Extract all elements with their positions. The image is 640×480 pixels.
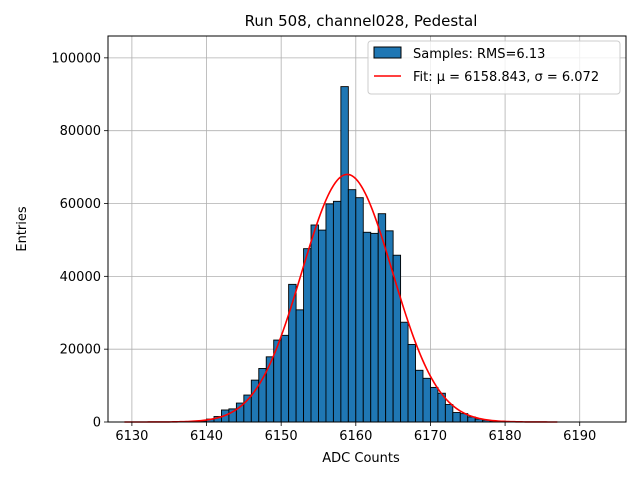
histogram-bar <box>325 203 334 423</box>
histogram-bars <box>198 86 513 423</box>
x-axis-label: ADC Counts <box>322 451 400 466</box>
histogram-bar <box>452 412 461 423</box>
y-tick-label: 80000 <box>60 124 101 139</box>
x-tick-label: 6130 <box>115 429 148 444</box>
y-tick-label: 100000 <box>51 51 101 66</box>
x-tick-label: 6190 <box>563 429 596 444</box>
gaussian-fit-curve <box>124 173 558 423</box>
histogram-bar <box>347 189 357 423</box>
histogram-bar <box>265 356 275 423</box>
histogram-bar <box>422 377 431 423</box>
histogram-bar <box>370 232 379 423</box>
y-tick-label: 0 <box>93 416 101 431</box>
legend: Samples: RMS=6.13 Fit: μ = 6158.843, σ =… <box>367 40 621 95</box>
histogram-bar <box>318 229 327 423</box>
x-tick-label: 6140 <box>190 429 223 444</box>
x-tick-label: 6180 <box>489 429 522 444</box>
histogram-bar <box>355 197 364 423</box>
histogram-bar <box>340 86 349 423</box>
axis-ticks: 6130 6140 6150 6160 6170 6180 6190 0 20000 40000 6… <box>51 51 596 444</box>
histogram-bar <box>400 321 409 423</box>
x-tick-label: 6150 <box>265 429 298 444</box>
y-tick-label: 40000 <box>60 270 101 285</box>
x-tick-label: 6160 <box>339 429 372 444</box>
histogram-bar <box>362 231 372 423</box>
histogram-bar <box>295 309 305 423</box>
plot-frame <box>107 35 627 423</box>
legend-box <box>367 40 621 95</box>
histogram-bar <box>429 386 439 423</box>
x-tick-label: 6170 <box>414 429 447 444</box>
histogram-bar <box>415 369 424 423</box>
legend-label-samples: Samples: RMS=6.13 <box>413 47 545 62</box>
legend-swatch-samples <box>373 46 402 59</box>
legend-label-fit: Fit: μ = 6158.843, σ = 6.072 <box>413 70 599 85</box>
histogram-bar <box>332 200 342 423</box>
chart-title: Run 508, channel028, Pedestal <box>245 12 478 30</box>
histogram-bar <box>310 224 319 423</box>
y-tick-label: 60000 <box>60 197 101 212</box>
fit-curve-layer <box>124 173 558 423</box>
histogram-bar <box>444 404 454 423</box>
histogram-bar <box>303 248 312 423</box>
y-axis-label: Entries <box>15 206 30 252</box>
histogram-bar <box>280 334 290 423</box>
histogram-bar <box>407 343 416 423</box>
histogram-bar <box>258 368 267 423</box>
y-tick-label: 20000 <box>60 343 101 358</box>
